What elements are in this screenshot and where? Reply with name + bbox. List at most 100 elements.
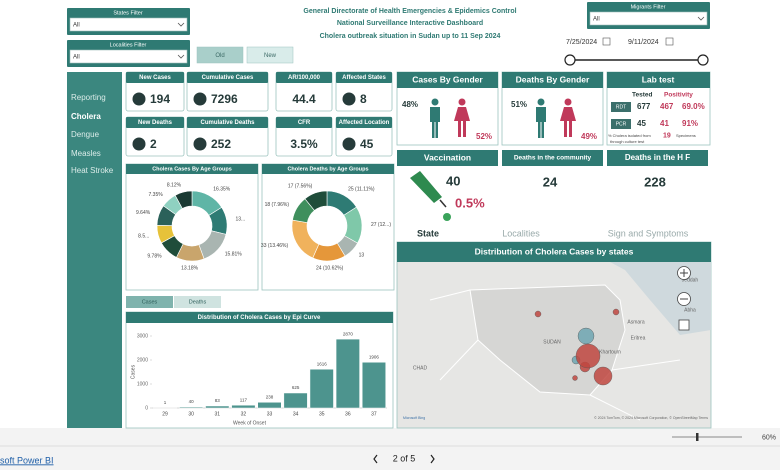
- toggle-button-label: Cases: [142, 299, 158, 305]
- lab-test-badge: [611, 119, 631, 129]
- kpi-header: [126, 72, 184, 83]
- kpi-value: 252: [211, 137, 231, 151]
- x-tick-label: 34: [293, 411, 299, 417]
- toggle-button-label: Old: [215, 53, 224, 59]
- kpi-icon: [132, 92, 146, 106]
- filter-dropdown[interactable]: [69, 49, 188, 64]
- x-tick-label: 32: [241, 411, 247, 417]
- x-tick-label: 36: [345, 411, 351, 417]
- card-header: [397, 150, 498, 166]
- dropdown-chevron: [177, 22, 185, 27]
- chart-header: [126, 164, 258, 174]
- filter-dropdown[interactable]: [589, 11, 708, 26]
- kpi-header: [276, 117, 332, 128]
- map-bubble[interactable]: [612, 308, 620, 316]
- nav-item[interactable]: Reporting: [71, 93, 106, 102]
- lab-positive: 467: [660, 102, 674, 111]
- filter-label: States Filter: [113, 10, 143, 16]
- calendar-icon[interactable]: [602, 37, 611, 46]
- tab[interactable]: Localities: [502, 228, 540, 238]
- syringe-needle: [439, 199, 447, 208]
- x-tick-label: 37: [371, 411, 377, 417]
- nav-item[interactable]: Dengue: [71, 130, 100, 139]
- chart-header: [126, 312, 393, 323]
- map-label: Asmara: [627, 319, 644, 325]
- kpi-label: Cumulative Deaths: [200, 120, 255, 126]
- map-bubble[interactable]: [572, 375, 578, 381]
- kpi-icon: [193, 137, 207, 151]
- kpi-header: [336, 117, 392, 128]
- bar: [283, 392, 308, 409]
- date-slider-handle[interactable]: [564, 54, 576, 66]
- person-body: [536, 107, 546, 138]
- header-title: General Directorate of Health Emergencie…: [303, 8, 516, 15]
- header-title: Cholera outbreak situation in Sudan up t…: [320, 33, 501, 40]
- bar: [205, 405, 230, 409]
- lab-test-name: PCR: [616, 121, 627, 127]
- bar-value-label: 40: [189, 399, 195, 404]
- bar: [335, 338, 360, 409]
- kpi-value: 3.5%: [290, 137, 318, 151]
- kpi-icon: [342, 137, 356, 151]
- dropdown-chevron: [697, 16, 705, 21]
- lab-positive: 41: [660, 119, 669, 128]
- filter-label: Migrants Filter: [631, 4, 666, 10]
- kpi-value: 7296: [211, 92, 238, 106]
- chart-title: Cholera Deaths by Age Groups: [287, 166, 368, 172]
- card-value: 228: [644, 174, 666, 189]
- donut-label: 9.78%: [147, 254, 162, 260]
- card-header: [397, 242, 711, 262]
- filter-value: All: [593, 17, 600, 23]
- card-value: 24: [543, 174, 558, 189]
- person-head: [537, 98, 545, 106]
- page-prev[interactable]: [373, 454, 378, 464]
- nav-item[interactable]: Cholera: [71, 112, 101, 121]
- toggle-button[interactable]: [196, 46, 244, 64]
- toggle-button[interactable]: [174, 296, 221, 308]
- toggle-button-label: Deaths: [189, 299, 207, 305]
- donut-label: 25 (11.11%): [348, 186, 375, 192]
- map-label: Eritrea: [631, 335, 646, 341]
- tab[interactable]: State: [417, 228, 439, 238]
- map-bubble[interactable]: [593, 366, 613, 386]
- card-title: Lab test: [642, 74, 675, 84]
- toggle-button[interactable]: [246, 46, 294, 64]
- x-tick-label: 35: [319, 411, 325, 417]
- map-bubble[interactable]: [534, 310, 542, 318]
- map-label: SUDAN: [543, 339, 561, 345]
- kpi-label: CFR: [298, 120, 311, 126]
- tab[interactable]: Sign and Symptoms: [608, 228, 689, 238]
- calendar-icon[interactable]: [665, 37, 674, 46]
- nav-item[interactable]: Measles: [71, 149, 101, 158]
- bar-value-label: 1906: [369, 354, 380, 359]
- bar: [309, 368, 334, 409]
- date-slider-handle[interactable]: [697, 54, 709, 66]
- zoom-handle[interactable]: [696, 433, 699, 441]
- filter-dropdown[interactable]: [69, 17, 188, 32]
- kpi-value: 44.4: [292, 92, 316, 106]
- page-next[interactable]: [430, 454, 435, 464]
- nav-item[interactable]: Heat Stroke: [71, 166, 114, 175]
- female-share: 49%: [581, 132, 597, 141]
- male-share: 51%: [511, 100, 527, 109]
- map-bubble[interactable]: [577, 327, 595, 345]
- bar: [361, 362, 386, 409]
- card-title: Cases By Gender: [412, 74, 483, 84]
- app-name[interactable]: soft Power BI: [0, 455, 54, 465]
- map-select-button[interactable]: [678, 319, 690, 331]
- lab-tested: 677: [637, 102, 651, 111]
- x-tick-label: 31: [214, 411, 220, 417]
- map-bubble[interactable]: [575, 343, 601, 369]
- toggle-button[interactable]: [126, 296, 173, 308]
- chart-title: Distribution of Cholera Cases by Epi Cur…: [198, 315, 321, 321]
- person-head: [458, 98, 466, 106]
- kpi-icon: [132, 137, 146, 151]
- filter-value: All: [73, 55, 80, 61]
- map-zoom-plus: [680, 269, 688, 277]
- donut-label: 16.35%: [213, 187, 231, 193]
- bar-value-label: 83: [215, 398, 221, 403]
- kpi-icon: [193, 92, 207, 106]
- map-label: Abha: [684, 307, 696, 313]
- toggle-button-label: New: [264, 53, 277, 59]
- chart-panel: [125, 163, 259, 291]
